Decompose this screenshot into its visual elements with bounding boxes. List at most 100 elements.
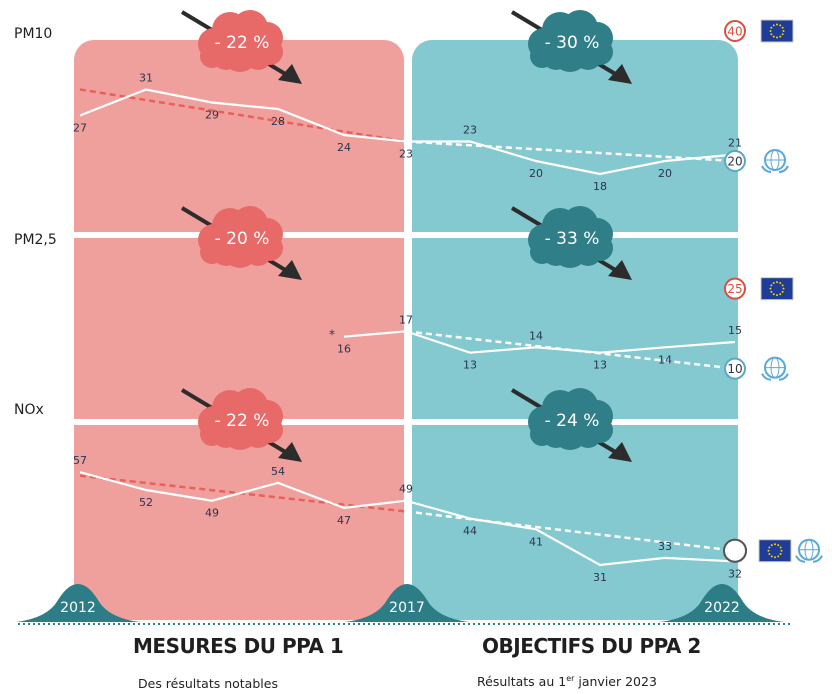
eu-flag-star bbox=[770, 284, 773, 287]
data-label: 54 bbox=[271, 465, 285, 478]
data-label: 13 bbox=[463, 359, 477, 372]
ppa2-panel bbox=[412, 40, 738, 630]
year-hill bbox=[16, 584, 140, 622]
who-globe-meridian bbox=[804, 539, 814, 561]
data-label: 44 bbox=[463, 525, 477, 538]
who-laurel bbox=[761, 373, 789, 381]
pollutant-label: PM2,5 bbox=[14, 232, 57, 248]
who-icon bbox=[795, 538, 823, 563]
data-label: 28 bbox=[271, 115, 285, 128]
who-icon bbox=[761, 356, 789, 381]
data-label: 15 bbox=[728, 324, 742, 337]
who-icon bbox=[761, 149, 789, 173]
data-label: 21 bbox=[728, 137, 742, 150]
band-separator-2 bbox=[40, 419, 800, 425]
data-label: 32 bbox=[728, 567, 742, 580]
threshold-circle bbox=[724, 357, 746, 380]
data-label: 13 bbox=[593, 359, 607, 372]
data-label: 18 bbox=[593, 180, 607, 193]
year-badge: 2017 bbox=[345, 584, 469, 622]
data-label: 24 bbox=[337, 141, 351, 154]
trend-arrow-head bbox=[608, 64, 632, 84]
eu-flag-star bbox=[781, 26, 784, 29]
year-label: 2017 bbox=[389, 600, 425, 616]
trend-arrow-head bbox=[608, 442, 632, 462]
asterisk-mark: * bbox=[329, 328, 335, 342]
data-label: 49 bbox=[399, 483, 413, 496]
reduction-label: - 22 % bbox=[215, 33, 270, 53]
ppa1-subtitle: Des résultats notables bbox=[138, 676, 278, 691]
eu-flag-star bbox=[779, 282, 782, 285]
eu-flag-star bbox=[777, 555, 780, 558]
cloud-shape bbox=[212, 42, 240, 70]
band-separator-1 bbox=[40, 232, 800, 238]
cloud-shape bbox=[244, 238, 272, 266]
data-label: 14 bbox=[529, 329, 543, 342]
who-globe-meridian bbox=[770, 149, 780, 171]
data-label: 33 bbox=[658, 540, 672, 553]
threshold-circle bbox=[723, 538, 747, 563]
who-laurel bbox=[795, 555, 823, 563]
air-quality-chart: PM10 27 31 29 28 24 23 23 20 18 20 21 40 20 PM2,5 16 17 1… bbox=[0, 10, 832, 630]
eu-flag-star bbox=[770, 555, 773, 558]
eu-flag-star bbox=[776, 281, 778, 284]
data-label: 23 bbox=[399, 148, 413, 161]
data-label: 17 bbox=[399, 313, 413, 326]
eu-flag-star bbox=[774, 556, 776, 559]
year-hill bbox=[345, 584, 469, 622]
eu-flag-star bbox=[769, 287, 772, 290]
data-label: 31 bbox=[139, 72, 153, 85]
data-label: 57 bbox=[73, 454, 87, 467]
ppa1-trend-line bbox=[79, 88, 407, 143]
ppa1-trend-line bbox=[79, 474, 407, 513]
ppa1-title: MESURES DU PPA 1 bbox=[133, 634, 344, 658]
trend-arrow-head bbox=[608, 260, 632, 280]
cloud-shape bbox=[542, 420, 570, 448]
eu-flag-icon bbox=[758, 539, 792, 563]
reduction-label: - 33 % bbox=[545, 229, 600, 249]
eu-flag-star bbox=[779, 552, 782, 555]
eu-flag-star bbox=[780, 549, 783, 552]
pollutant-label: NOx bbox=[14, 402, 44, 418]
reduction-label: - 20 % bbox=[215, 229, 270, 249]
baseline-band bbox=[0, 620, 832, 630]
eu-flag-star bbox=[781, 33, 784, 36]
eu-flag-star bbox=[769, 30, 772, 32]
year-label: 2022 bbox=[704, 600, 740, 616]
reduction-label: - 30 % bbox=[545, 33, 600, 53]
eu-flag-star bbox=[776, 294, 778, 297]
pollutant-label: PM10 bbox=[14, 26, 52, 42]
data-label: 31 bbox=[593, 571, 607, 584]
data-label: 23 bbox=[463, 124, 477, 137]
eu-flag-star bbox=[777, 544, 780, 547]
data-label: 20 bbox=[529, 167, 543, 180]
year-badge: 2012 bbox=[16, 584, 140, 622]
threshold-value: 10 bbox=[727, 362, 742, 376]
data-line bbox=[79, 471, 736, 567]
who-laurel bbox=[761, 165, 789, 173]
data-label: 52 bbox=[139, 496, 153, 509]
eu-flag-star bbox=[772, 293, 775, 296]
eu-flag-star bbox=[770, 33, 773, 36]
ppa2-title: OBJECTIFS DU PPA 2 bbox=[482, 634, 701, 658]
eu-flag-bg bbox=[758, 539, 792, 563]
eu-flag-star bbox=[770, 544, 773, 547]
ppa2-subtitle: Résultats au 1er janvier 2023 bbox=[477, 674, 657, 690]
threshold-circle bbox=[724, 150, 746, 172]
eu-flag-bg bbox=[760, 277, 794, 301]
data-label: 27 bbox=[73, 122, 87, 135]
eu-flag-star bbox=[781, 284, 784, 287]
panel-nox: NOx575249544749444131333240 bbox=[14, 402, 747, 584]
ppa1-reduction-cloud: - 20 % bbox=[180, 206, 302, 280]
eu-flag-icon bbox=[760, 19, 794, 43]
cloud-shape bbox=[542, 42, 570, 70]
threshold-value: 40 bbox=[727, 25, 742, 39]
cloud-shape bbox=[574, 238, 602, 266]
data-line bbox=[343, 330, 736, 354]
threshold-value: 25 bbox=[727, 282, 742, 296]
trend-arrow-head bbox=[278, 442, 302, 462]
eu-flag-star bbox=[779, 24, 782, 27]
cloud-shape bbox=[574, 420, 602, 448]
data-label: 49 bbox=[205, 507, 219, 520]
trend-arrow-head bbox=[278, 64, 302, 84]
